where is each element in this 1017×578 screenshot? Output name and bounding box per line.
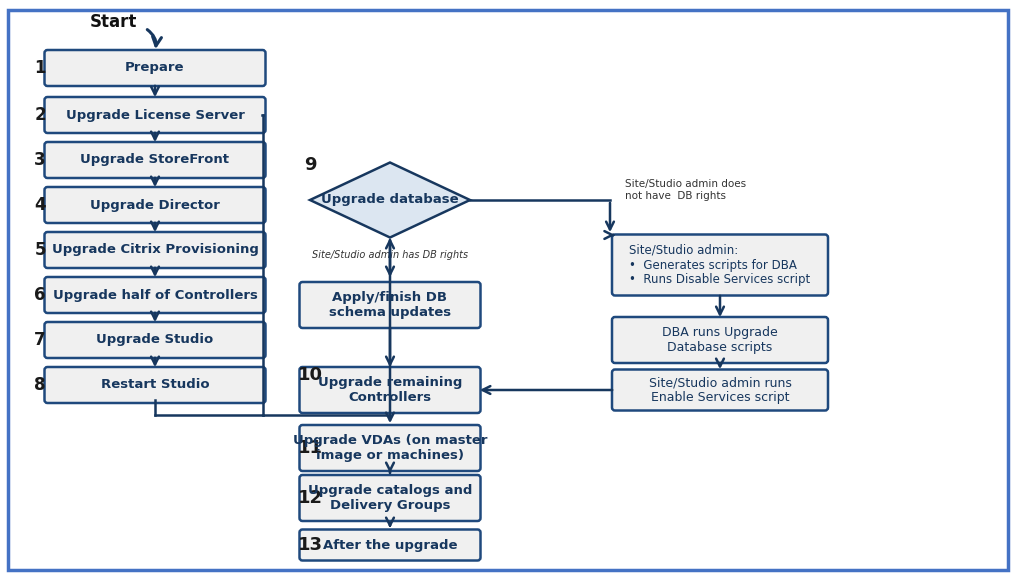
FancyBboxPatch shape (45, 142, 265, 178)
Text: Apply/finish DB
schema updates: Apply/finish DB schema updates (328, 291, 452, 319)
FancyBboxPatch shape (45, 277, 265, 313)
Text: 7: 7 (35, 331, 46, 349)
Text: Upgrade Citrix Provisioning: Upgrade Citrix Provisioning (52, 243, 258, 257)
FancyBboxPatch shape (612, 235, 828, 295)
Text: 3: 3 (35, 151, 46, 169)
Text: Upgrade Studio: Upgrade Studio (97, 334, 214, 346)
Text: Upgrade StoreFront: Upgrade StoreFront (80, 154, 230, 166)
FancyBboxPatch shape (299, 475, 480, 521)
Text: Upgrade License Server: Upgrade License Server (65, 109, 244, 121)
FancyBboxPatch shape (45, 232, 265, 268)
Text: DBA runs Upgrade
Database scripts: DBA runs Upgrade Database scripts (662, 326, 778, 354)
Text: 13: 13 (298, 536, 322, 554)
Text: 10: 10 (298, 366, 322, 384)
Text: 8: 8 (35, 376, 46, 394)
Polygon shape (310, 162, 470, 238)
Text: Site/Studio admin:
•  Generates scripts for DBA
•  Runs Disable Services script: Site/Studio admin: • Generates scripts f… (630, 243, 811, 287)
FancyBboxPatch shape (45, 322, 265, 358)
Text: Upgrade remaining
Controllers: Upgrade remaining Controllers (317, 376, 462, 404)
FancyBboxPatch shape (299, 425, 480, 471)
Text: 11: 11 (298, 439, 322, 457)
Text: Upgrade database: Upgrade database (321, 194, 459, 206)
FancyBboxPatch shape (299, 367, 480, 413)
Text: 2: 2 (35, 106, 46, 124)
Text: Upgrade Director: Upgrade Director (91, 198, 220, 212)
Text: 12: 12 (298, 489, 322, 507)
FancyBboxPatch shape (45, 187, 265, 223)
Text: 5: 5 (35, 241, 46, 259)
Text: Upgrade VDAs (on master
image or machines): Upgrade VDAs (on master image or machine… (293, 434, 487, 462)
FancyBboxPatch shape (45, 50, 265, 86)
Text: 9: 9 (304, 156, 316, 174)
Text: Restart Studio: Restart Studio (101, 379, 210, 391)
Text: Site/Studio admin does
not have  DB rights: Site/Studio admin does not have DB right… (625, 179, 746, 201)
Text: Site/Studio admin runs
Enable Services script: Site/Studio admin runs Enable Services s… (649, 376, 791, 404)
FancyBboxPatch shape (612, 317, 828, 363)
FancyBboxPatch shape (612, 369, 828, 410)
FancyArrowPatch shape (147, 29, 162, 46)
Text: Upgrade half of Controllers: Upgrade half of Controllers (53, 288, 257, 302)
Text: 1: 1 (35, 59, 46, 77)
Text: Site/Studio admin has DB rights: Site/Studio admin has DB rights (312, 250, 468, 260)
FancyBboxPatch shape (299, 282, 480, 328)
FancyBboxPatch shape (299, 529, 480, 561)
Text: Upgrade catalogs and
Delivery Groups: Upgrade catalogs and Delivery Groups (308, 484, 472, 512)
Text: Start: Start (89, 13, 137, 31)
Text: 6: 6 (35, 286, 46, 304)
Text: Prepare: Prepare (125, 61, 185, 75)
Text: After the upgrade: After the upgrade (322, 539, 458, 551)
FancyBboxPatch shape (45, 367, 265, 403)
Text: 4: 4 (35, 196, 46, 214)
FancyBboxPatch shape (45, 97, 265, 133)
